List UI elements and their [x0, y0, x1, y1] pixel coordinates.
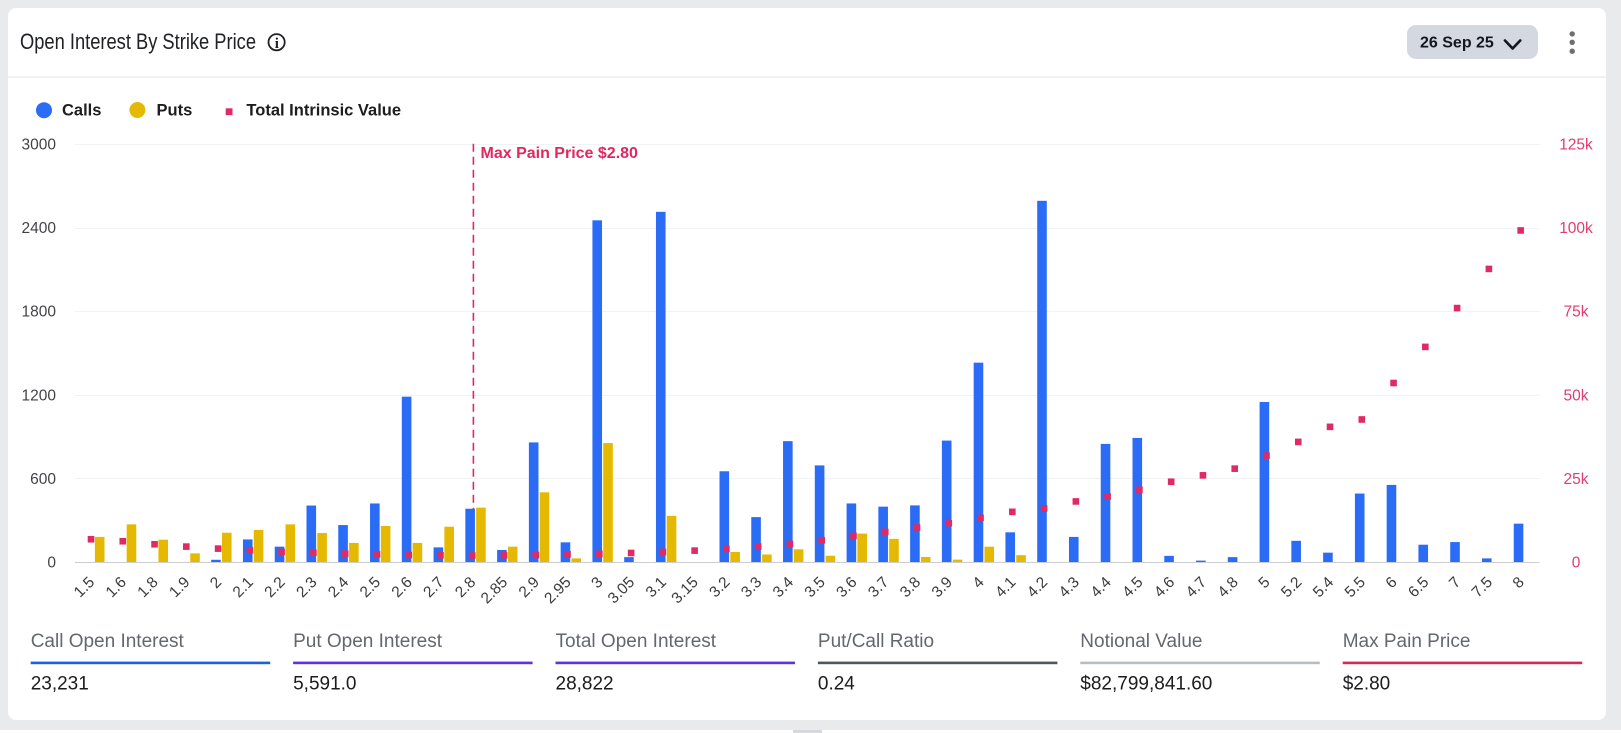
svg-text:4.3: 4.3: [1056, 574, 1083, 601]
svg-text:2.8: 2.8: [452, 574, 479, 601]
svg-text:4.7: 4.7: [1183, 574, 1210, 601]
svg-text:3.8: 3.8: [897, 574, 924, 601]
svg-text:2.9: 2.9: [516, 574, 543, 601]
svg-text:Open Interest By Strike Price: Open Interest By Strike Price: [20, 29, 256, 54]
svg-text:0: 0: [47, 555, 56, 572]
svg-text:4.1: 4.1: [992, 574, 1019, 601]
svg-text:125k: 125k: [1559, 136, 1593, 153]
svg-text:50k: 50k: [1564, 387, 1589, 404]
svg-text:Put Open Interest: Put Open Interest: [293, 631, 443, 652]
svg-text:25k: 25k: [1564, 471, 1589, 488]
svg-text:$2.80: $2.80: [1343, 673, 1391, 694]
svg-text:Puts: Puts: [157, 102, 193, 120]
svg-text:Max Pain Price $2.80: Max Pain Price $2.80: [481, 145, 639, 162]
svg-text:3.9: 3.9: [929, 574, 956, 601]
svg-text:Call Open Interest: Call Open Interest: [31, 631, 185, 652]
svg-text:1.5: 1.5: [71, 574, 98, 601]
svg-text:Notional Value: Notional Value: [1080, 631, 1202, 652]
svg-text:1.8: 1.8: [134, 574, 161, 601]
svg-text:4: 4: [970, 574, 988, 592]
svg-text:5.5: 5.5: [1342, 574, 1369, 601]
svg-text:1800: 1800: [22, 304, 57, 321]
svg-text:2.6: 2.6: [389, 574, 416, 601]
svg-text:3.2: 3.2: [706, 574, 733, 601]
svg-text:2.5: 2.5: [357, 574, 384, 601]
svg-text:2.4: 2.4: [325, 574, 353, 602]
svg-text:3: 3: [588, 574, 606, 592]
svg-text:3.5: 3.5: [802, 574, 829, 601]
svg-text:3.1: 3.1: [643, 574, 670, 601]
svg-text:4.8: 4.8: [1215, 574, 1242, 601]
svg-text:0.24: 0.24: [818, 673, 855, 694]
svg-text:3.7: 3.7: [865, 574, 892, 601]
svg-text:7: 7: [1446, 574, 1464, 592]
svg-text:3.6: 3.6: [833, 574, 860, 601]
svg-text:2400: 2400: [22, 220, 57, 237]
svg-text:2.3: 2.3: [293, 574, 320, 601]
svg-text:5.2: 5.2: [1278, 574, 1305, 601]
svg-text:2.7: 2.7: [420, 574, 447, 601]
svg-text:$82,799,841.60: $82,799,841.60: [1080, 673, 1212, 694]
svg-text:75k: 75k: [1564, 304, 1589, 321]
svg-text:7.5: 7.5: [1469, 574, 1496, 601]
svg-text:5.4: 5.4: [1310, 574, 1338, 602]
svg-text:0: 0: [1572, 555, 1581, 572]
svg-text:26 Sep 25: 26 Sep 25: [1420, 35, 1494, 52]
svg-text:600: 600: [30, 471, 56, 488]
svg-text:3.3: 3.3: [738, 574, 765, 601]
svg-text:1.9: 1.9: [166, 574, 193, 601]
svg-text:Total Intrinsic Value: Total Intrinsic Value: [246, 102, 401, 120]
svg-text:2.2: 2.2: [261, 574, 288, 601]
svg-text:i: i: [275, 36, 279, 52]
svg-text:2.85: 2.85: [478, 574, 511, 607]
svg-text:1200: 1200: [22, 387, 57, 404]
svg-text:Calls: Calls: [62, 102, 101, 120]
svg-text:3.4: 3.4: [770, 574, 798, 602]
svg-text:4.2: 4.2: [1024, 574, 1051, 601]
svg-text:23,231: 23,231: [31, 673, 89, 694]
svg-text:2.95: 2.95: [541, 574, 574, 607]
svg-text:3.05: 3.05: [605, 574, 638, 607]
svg-text:5: 5: [1255, 574, 1273, 592]
svg-text:4.5: 4.5: [1119, 574, 1146, 601]
svg-text:8: 8: [1510, 574, 1528, 592]
svg-text:2.1: 2.1: [230, 574, 257, 601]
svg-text:2: 2: [207, 574, 225, 592]
svg-text:Total Open Interest: Total Open Interest: [556, 631, 717, 652]
svg-text:100k: 100k: [1559, 220, 1593, 237]
svg-text:5,591.0: 5,591.0: [293, 673, 356, 694]
svg-text:Max Pain Price: Max Pain Price: [1343, 631, 1471, 652]
svg-text:Put/Call Ratio: Put/Call Ratio: [818, 631, 934, 652]
svg-text:4.6: 4.6: [1151, 574, 1178, 601]
svg-text:6.5: 6.5: [1405, 574, 1432, 601]
svg-text:4.4: 4.4: [1088, 574, 1116, 602]
svg-text:28,822: 28,822: [556, 673, 614, 694]
svg-text:3000: 3000: [22, 136, 57, 153]
svg-text:6: 6: [1383, 574, 1401, 592]
svg-text:1.6: 1.6: [103, 574, 130, 601]
svg-text:3.15: 3.15: [668, 574, 701, 607]
